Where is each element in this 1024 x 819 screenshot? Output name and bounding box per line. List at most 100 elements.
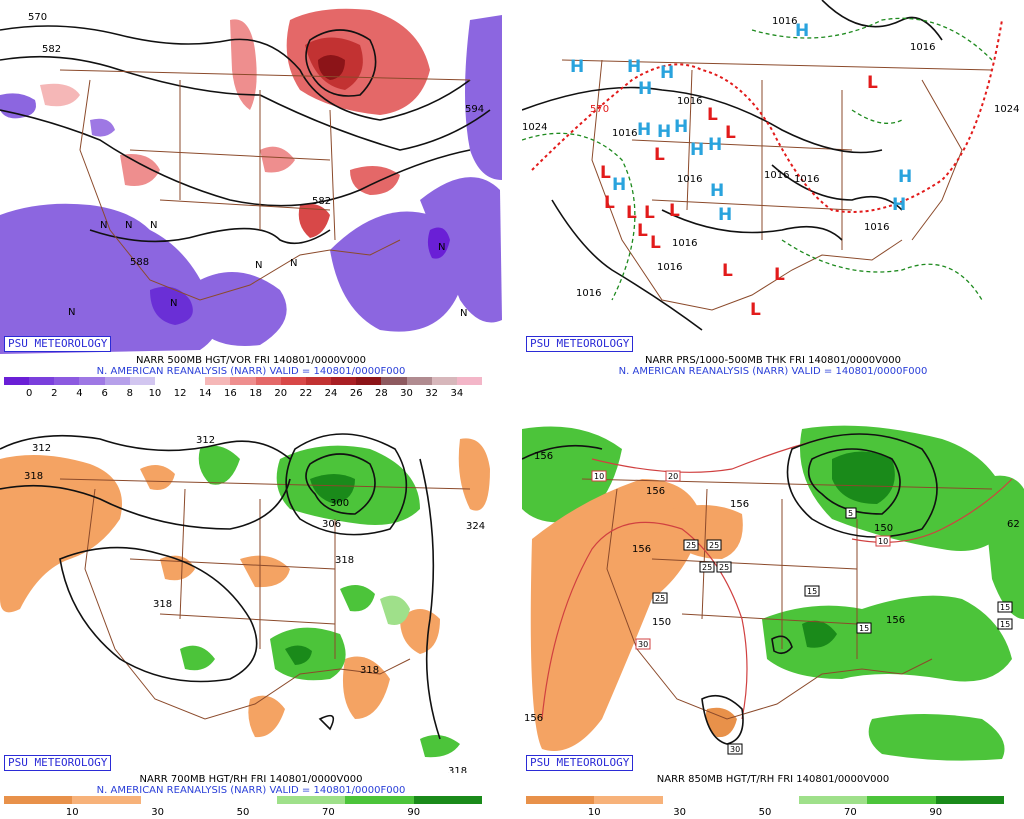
svg-text:15: 15 (1000, 620, 1010, 629)
legend-label: 20 (274, 388, 288, 399)
caption-line1: NARR PRS/1000-500MB THK FRI 140801/0000V… (644, 355, 901, 366)
height-label: 156 (632, 544, 651, 555)
height-label: 318 (24, 471, 43, 482)
legend-label: 14 (198, 388, 212, 399)
isobar-label: 1016 (772, 16, 797, 27)
high-pressure-marker: H (674, 117, 688, 137)
svg-text:25: 25 (719, 563, 729, 572)
svg-text:30: 30 (730, 745, 740, 754)
height-label: 318 (360, 665, 379, 676)
legend-swatch (799, 796, 868, 804)
isobar-label: 1016 (764, 170, 789, 181)
isobar-label: 1024 (994, 104, 1019, 115)
legend-swatch (29, 377, 55, 385)
legend-swatch (4, 377, 30, 385)
branding-label: PSU METEOROLOGY (4, 755, 112, 771)
height-label: 300 (330, 498, 349, 509)
contour-label: 570 (28, 12, 47, 23)
temperature-label: 30 (635, 638, 651, 650)
contour-label: 582 (42, 44, 61, 55)
temperature-label: 25 (706, 539, 722, 551)
legend-swatch (413, 796, 482, 804)
legend-swatch (662, 796, 731, 804)
legend-label: 90 (929, 807, 943, 818)
height-label: 312 (32, 443, 51, 454)
vorticity-min-marker: N (255, 260, 262, 271)
legend-swatch (406, 377, 432, 385)
low-pressure-marker: L (654, 145, 665, 165)
height-label: 156 (534, 451, 553, 462)
temperature-label: 20 (665, 470, 681, 482)
caption-line1: NARR 500MB HGT/VOR FRI 140801/0000V000 (136, 355, 366, 366)
low-pressure-marker: L (604, 193, 615, 213)
vorticity-min-marker: N (438, 242, 445, 253)
legend-swatch (230, 377, 256, 385)
legend-swatch (205, 377, 231, 385)
height-label: 156 (886, 615, 905, 626)
height-label: 156 (524, 713, 543, 724)
thickness-label: 570 (590, 104, 609, 115)
legend-label: 2 (51, 388, 58, 399)
svg-text:20: 20 (668, 472, 678, 481)
legend-label: 34 (450, 388, 464, 399)
high-pressure-marker: H (627, 57, 641, 77)
legend-swatch (208, 796, 278, 804)
low-pressure-marker: L (707, 105, 718, 125)
height-label: 62 (1007, 519, 1020, 530)
caption-line2: N. AMERICAN REANALYSIS (NARR) VALID = 14… (618, 366, 928, 377)
legend-label: 50 (236, 807, 250, 818)
isobar-label: 1016 (910, 42, 935, 53)
low-pressure-marker: L (867, 73, 878, 93)
legend-swatch (381, 377, 407, 385)
legend-swatch (730, 796, 800, 804)
height-label: 318 (153, 599, 172, 610)
branding-label: PSU METEOROLOGY (526, 755, 634, 771)
svg-text:10: 10 (594, 472, 604, 481)
vorticity-min-marker: N (170, 298, 177, 309)
vorticity-min-marker: N (125, 220, 132, 231)
temperature-label: 15 (856, 622, 872, 634)
legend-label: 32 (425, 388, 439, 399)
caption-line2: N. AMERICAN REANALYSIS (NARR) VALID = 14… (96, 366, 406, 377)
legend-swatch (526, 796, 595, 804)
high-pressure-marker: H (690, 140, 704, 160)
legend-labels: 10 30 50 70 90 (4, 807, 482, 819)
vorticity-min-marker: N (460, 308, 467, 319)
legend-swatch (79, 377, 105, 385)
legend-swatch (140, 796, 209, 804)
isobar-label: 1016 (864, 222, 889, 233)
height-label: 306 (322, 519, 341, 530)
high-pressure-marker: H (657, 122, 671, 142)
legend-label: 50 (758, 807, 772, 818)
svg-text:15: 15 (1000, 603, 1010, 612)
legend-label: 70 (843, 807, 857, 818)
height-label: 156 (730, 499, 749, 510)
isobar-label: 1016 (657, 262, 682, 273)
isobar-label: 1024 (522, 122, 547, 133)
legend-swatch (345, 796, 414, 804)
isobar-label: 1016 (794, 174, 819, 185)
svg-text:15: 15 (859, 624, 869, 633)
legend-swatch (456, 377, 482, 385)
low-pressure-marker: L (626, 203, 637, 223)
legend-swatch (867, 796, 936, 804)
legend-label: 30 (673, 807, 687, 818)
isobar-label: 1016 (612, 128, 637, 139)
legend-label: 28 (374, 388, 388, 399)
temperature-label: 25 (699, 561, 715, 573)
low-pressure-marker: L (750, 300, 761, 320)
low-pressure-marker: L (725, 123, 736, 143)
temperature-label: 25 (652, 592, 668, 604)
color-legend (4, 796, 482, 804)
contour-label: 582 (312, 196, 331, 207)
panel-850mb-hgt-temp-rh: 156 156 156 156 150 156 150 62 156 10 20… (522, 419, 1024, 819)
low-pressure-marker: L (637, 221, 648, 241)
legend-label: 22 (299, 388, 313, 399)
temperature-label: 25 (716, 561, 732, 573)
vorticity-min-marker: N (100, 220, 107, 231)
height-label: 312 (196, 435, 215, 446)
caption-line1: NARR 850MB HGT/T/RH FRI 140801/0000V000 (656, 774, 890, 785)
legend-swatch (331, 377, 357, 385)
svg-text:25: 25 (655, 594, 665, 603)
svg-text:10: 10 (878, 537, 888, 546)
